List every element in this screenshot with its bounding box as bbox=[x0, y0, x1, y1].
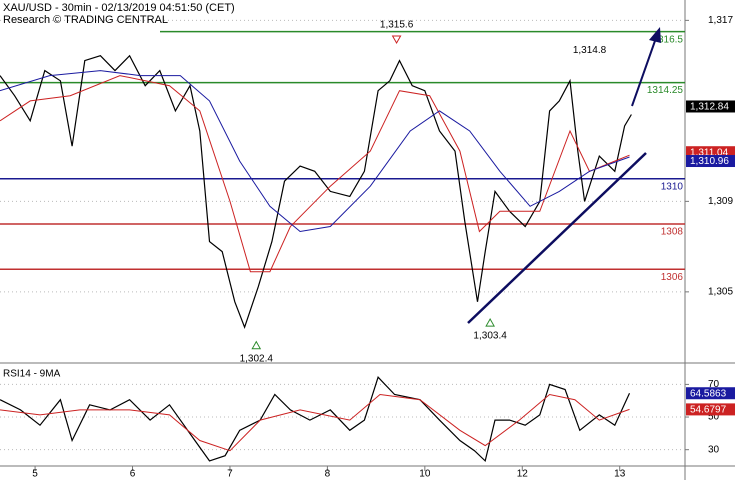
level-label: 1310 bbox=[661, 181, 684, 192]
level-label: 316.5 bbox=[658, 34, 683, 45]
x-tick-label: 5 bbox=[32, 469, 38, 480]
chart-subtitle: Research © TRADING CENTRAL bbox=[3, 14, 168, 26]
price-tag-label: 1,310.96 bbox=[690, 156, 729, 167]
x-tick-label: 10 bbox=[419, 469, 431, 480]
y-tick-label: 1,309 bbox=[708, 196, 733, 207]
peak-marker bbox=[391, 35, 402, 45]
y-tick-label: 70 bbox=[708, 379, 720, 390]
series-line bbox=[0, 75, 630, 273]
x-tick-label: 6 bbox=[130, 469, 136, 480]
trough-marker bbox=[251, 340, 262, 350]
level-label: 1308 bbox=[661, 227, 684, 238]
series-line bbox=[0, 393, 630, 452]
level-label: 1306 bbox=[661, 272, 684, 283]
y-tick-label: 1,317 bbox=[708, 15, 733, 26]
series-line bbox=[0, 54, 632, 329]
x-tick-label: 12 bbox=[517, 469, 529, 480]
annotation-label: 1,302.4 bbox=[240, 353, 274, 364]
y-tick-label: 1,305 bbox=[708, 287, 733, 298]
series-line bbox=[0, 70, 630, 233]
forecast-arrow bbox=[631, 37, 657, 107]
price-tag-label: 1,311.04 bbox=[690, 147, 729, 158]
chart-title: XAU/USD - 30min - 02/13/2019 04:51:50 (C… bbox=[3, 2, 235, 14]
y-tick-label: 30 bbox=[708, 444, 720, 455]
level-label: 1314.25 bbox=[647, 85, 684, 96]
x-tick-label: 8 bbox=[325, 469, 331, 480]
price-tag-label: 1,312.84 bbox=[690, 102, 729, 113]
price-tag bbox=[686, 403, 735, 416]
price-tag bbox=[686, 100, 735, 113]
trough-marker bbox=[485, 318, 495, 327]
price-tag bbox=[686, 155, 735, 168]
annotation-label: 1,315.6 bbox=[380, 20, 414, 31]
price-tag-label: 54.6797 bbox=[690, 405, 727, 416]
trend-line bbox=[467, 152, 647, 324]
x-tick-label: 7 bbox=[227, 469, 233, 480]
price-tag-label: 64.5863 bbox=[690, 388, 727, 399]
price-tag bbox=[686, 387, 735, 400]
y-tick-label: 50 bbox=[708, 412, 720, 423]
annotation-label: 1,303.4 bbox=[473, 331, 507, 342]
x-tick-label: 13 bbox=[614, 469, 626, 480]
arrow-head bbox=[649, 27, 661, 43]
series-line bbox=[0, 376, 631, 463]
rsi-title: RSI14 - 9MA bbox=[3, 369, 61, 380]
annotation-label: 1,314.8 bbox=[573, 45, 607, 56]
